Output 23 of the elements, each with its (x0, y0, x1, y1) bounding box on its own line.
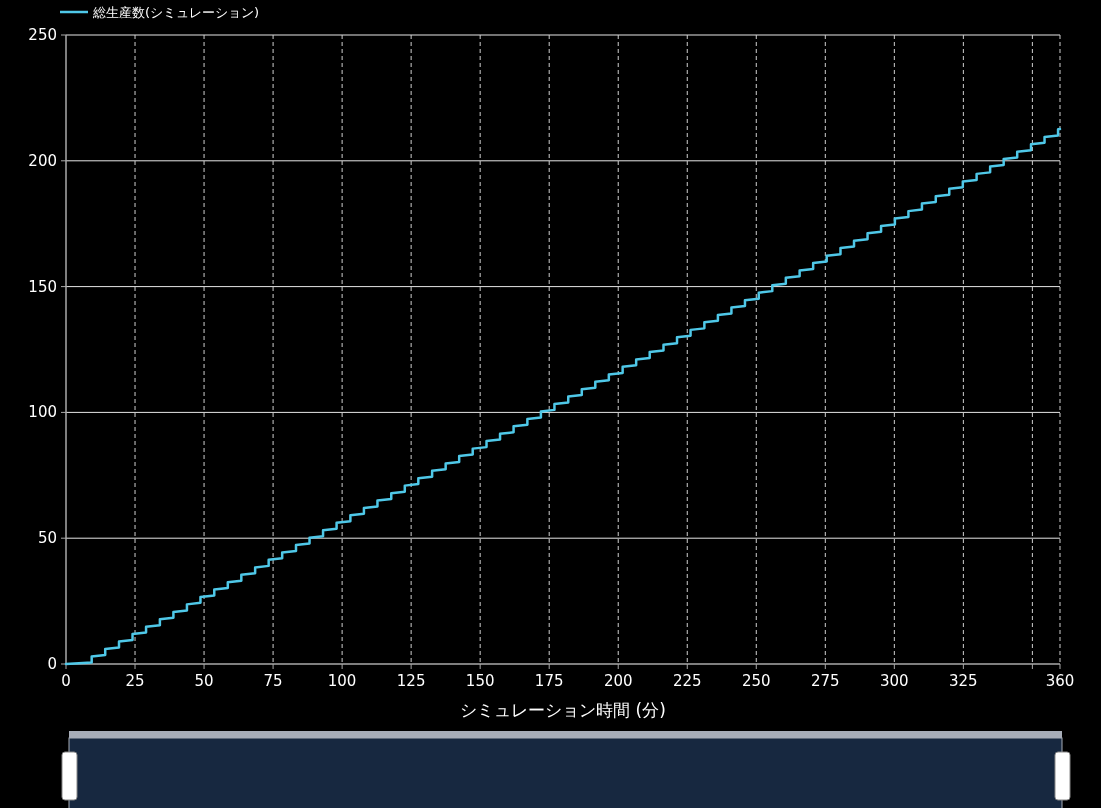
x-tick-label: 125 (396, 672, 426, 690)
x-tick-label: 250 (741, 672, 771, 690)
x-tick-label: 100 (327, 672, 357, 690)
y-tick-label: 100 (28, 403, 57, 422)
x-tick-label: 360 (1045, 672, 1075, 690)
x-tick-label: 200 (603, 672, 633, 690)
y-tick-label: 50 (37, 529, 57, 548)
x-tick-label: 0 (61, 672, 71, 690)
x-tick-label: 325 (949, 672, 978, 690)
x-tick-label: 50 (194, 672, 214, 690)
x-tick-label: 75 (263, 672, 283, 690)
legend-label: 総生産数(シミュレーション) (92, 5, 260, 20)
y-tick-label: 200 (28, 151, 57, 170)
x-tick-label: 150 (465, 672, 495, 690)
y-tick-label: 150 (28, 277, 57, 296)
x-tick-label: 275 (810, 672, 840, 690)
y-tick-label: 0 (47, 655, 57, 673)
y-tick-label: 250 (28, 26, 57, 44)
x-tick-label: 25 (125, 672, 145, 690)
x-tick-label: 300 (880, 672, 909, 690)
x-tick-label: 175 (534, 672, 564, 690)
x-axis-title: シミュレーション時間 (分) (460, 700, 666, 720)
x-tick-label: 225 (672, 672, 702, 690)
